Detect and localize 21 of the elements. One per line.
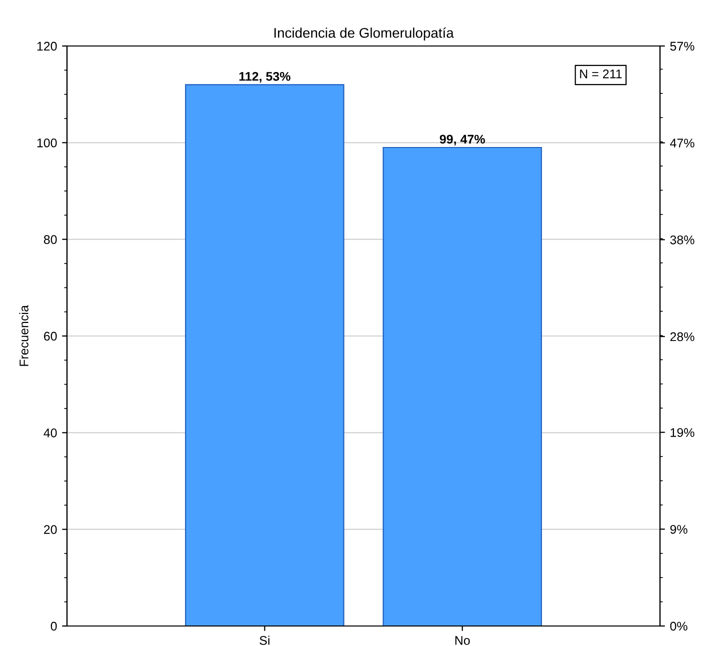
y-tick-label: 60 <box>44 332 57 341</box>
x-tick-label: No <box>455 636 470 645</box>
y-tick-label: 0 <box>50 622 57 631</box>
y2-tick-label: 0% <box>670 622 688 631</box>
y2-tick-label: 28% <box>670 332 694 342</box>
y2-tick-label: 47% <box>670 138 694 148</box>
y2-tick-label: 57% <box>670 42 694 51</box>
y-tick-label: 100 <box>37 138 57 148</box>
y2-tick-label: 9% <box>670 524 688 534</box>
chart-title: Incidencia de Glomerulopatía <box>274 27 454 41</box>
y-tick-label: 40 <box>44 428 57 438</box>
y-tick-label: 20 <box>44 525 57 534</box>
y-axis-title: Frecuencia <box>19 305 28 366</box>
data-label: 112, 53% <box>239 72 290 83</box>
annotation: N = 211 <box>580 70 622 78</box>
data-label: 99, 47% <box>440 134 485 146</box>
y2-tick-label: 19% <box>670 428 694 437</box>
y-tick-label: 120 <box>37 42 57 51</box>
x-tick-label: Si <box>260 636 270 645</box>
y-tick-label: 80 <box>44 235 57 244</box>
y2-tick-label: 38% <box>670 235 694 244</box>
